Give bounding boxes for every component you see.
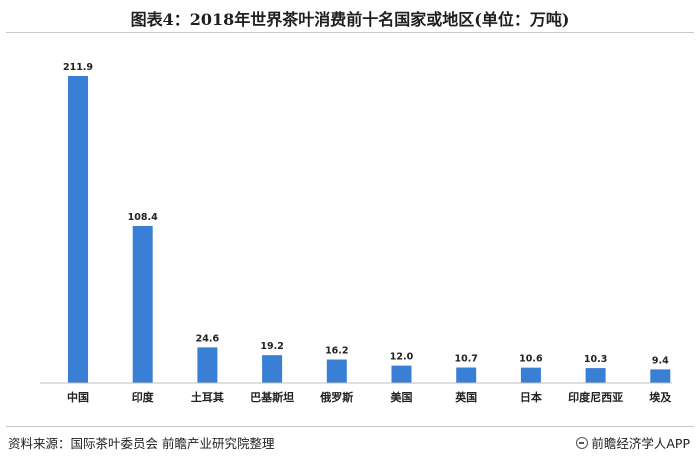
value-label-8: 10.3 [584, 354, 607, 365]
category-label-6: 英国 [454, 390, 477, 404]
category-label-9: 埃及 [649, 390, 672, 404]
value-label-9: 9.4 [652, 355, 669, 366]
category-label-7: 日本 [520, 390, 542, 404]
bar-2 [197, 347, 218, 383]
brand-logo-icon [576, 436, 589, 449]
category-label-5: 美国 [391, 390, 413, 404]
value-label-5: 12.0 [390, 352, 414, 363]
category-label-8: 印度尼西亚 [568, 390, 623, 404]
bar-8 [585, 368, 606, 383]
bar-5 [391, 365, 412, 383]
chart-title: 图表4：2018年世界茶叶消费前十名国家或地区(单位：万吨) [130, 10, 570, 29]
title-divider [6, 32, 694, 33]
value-label-6: 10.7 [454, 353, 477, 364]
bar-3 [262, 355, 283, 383]
footer-divider [6, 426, 694, 427]
value-label-3: 19.2 [260, 341, 283, 352]
brand: 前瞻经济学人APP [576, 433, 690, 452]
brand-name: 前瞻经济学人APP [591, 436, 690, 451]
category-label-2: 土耳其 [191, 390, 224, 404]
bars-group [68, 76, 671, 383]
bar-7 [520, 367, 541, 383]
value-label-0: 211.9 [63, 62, 93, 73]
source-note: 资料来源：国际茶叶委员会 前瞻产业研究院整理 [8, 436, 275, 451]
category-label-1: 印度 [132, 390, 155, 404]
value-label-1: 108.4 [128, 212, 158, 223]
value-label-7: 10.6 [519, 354, 543, 365]
bar-9 [650, 369, 671, 383]
bar-0 [68, 76, 88, 383]
bar-4 [326, 359, 347, 383]
bar-6 [456, 367, 477, 383]
category-label-0: 中国 [67, 390, 89, 404]
bar-chart: 211.9 108.4 24.6 19.2 16.2 12.0 10.7 10.6 10.3 9.… [40, 62, 672, 404]
value-labels-group: 211.9 108.4 24.6 19.2 16.2 12.0 10.7 10.6 10.3 9.… [63, 62, 669, 366]
category-label-3: 巴基斯坦 [250, 390, 294, 404]
category-label-4: 俄罗斯 [319, 390, 353, 404]
bar-1 [132, 225, 153, 383]
value-label-2: 24.6 [196, 333, 220, 344]
category-labels-group: 中国 印度 土耳其 巴基斯坦 俄罗斯 美国 英国 日本 印度尼西亚 埃及 [67, 390, 672, 404]
value-label-4: 16.2 [325, 346, 348, 357]
